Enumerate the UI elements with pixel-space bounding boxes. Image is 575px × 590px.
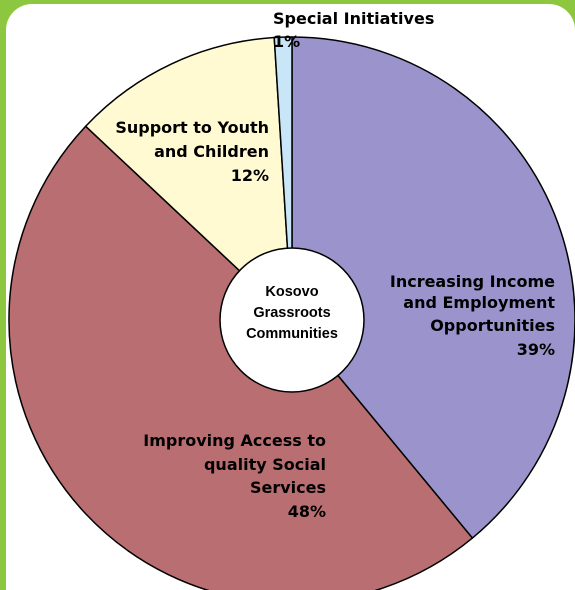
center-label: Kosovo Grassroots Communities (246, 284, 338, 342)
slice-label-youth: Support to Youth and Children 12% (115, 118, 269, 185)
slice-youth (84, 36, 293, 321)
slice-label-youth-line-2: and Children (154, 142, 269, 161)
slice-value-access: 48% (288, 502, 326, 521)
center-label-line-3: Communities (246, 326, 338, 342)
slice-label-income-line-3: Opportunities (430, 316, 555, 335)
slice-label-special-line-1: Special Initiatives (273, 9, 434, 28)
slice-label-income-line-2: and Employment (403, 293, 555, 312)
slice-label-youth-line-1: Support to Youth (115, 118, 269, 137)
slice-label-special: Special Initiatives 1% (273, 9, 434, 51)
slice-income (291, 36, 575, 539)
slice-value-youth: 12% (231, 166, 269, 185)
slice-label-access-line-2: quality Social (204, 455, 326, 474)
slice-value-income: 39% (517, 340, 555, 359)
center-label-line-2: Grassroots (253, 305, 330, 321)
slice-label-access: Improving Access to quality Social Servi… (143, 431, 326, 521)
slice-label-income-line-1: Increasing Income (390, 272, 555, 291)
center-label-line-1: Kosovo (265, 284, 318, 300)
slice-label-access-line-3: Services (250, 478, 326, 497)
center-hole (219, 247, 365, 393)
slice-label-access-line-1: Improving Access to (143, 431, 326, 450)
slice-label-income: Increasing Income and Employment Opportu… (390, 272, 555, 359)
slice-value-special: 1% (273, 32, 300, 51)
